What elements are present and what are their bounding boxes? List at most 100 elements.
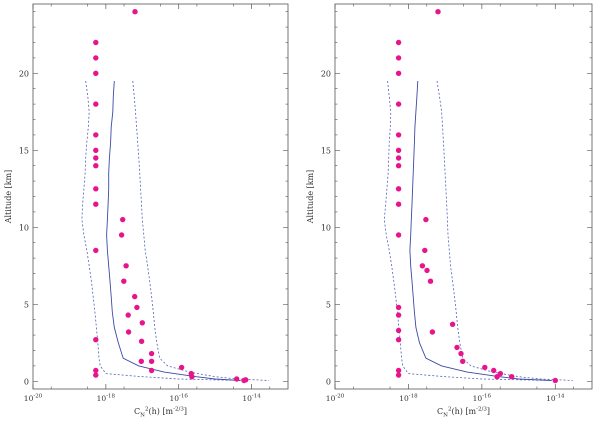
data-point <box>419 263 426 269</box>
series-upper <box>132 80 270 381</box>
data-point <box>148 350 155 357</box>
data-point <box>395 70 402 77</box>
data-point <box>118 232 125 238</box>
data-point <box>234 376 240 382</box>
data-point <box>241 377 247 384</box>
data-point <box>552 377 558 384</box>
data-point <box>424 267 430 274</box>
data-point <box>125 329 132 335</box>
data-point <box>148 358 155 364</box>
data-point <box>395 55 402 61</box>
data-point <box>395 201 402 207</box>
left-panel: 10-20 10-18 10-16 10-14 0 5 10 15 20 Altitude [km… <box>4 3 289 419</box>
data-point <box>482 364 488 371</box>
x-tick-label: 10-16 <box>473 394 492 404</box>
x-tick-label: 10-18 <box>97 394 116 404</box>
data-point <box>93 70 99 77</box>
data-point <box>497 370 504 377</box>
data-point <box>93 372 99 378</box>
y-tick-label: 0 <box>326 377 331 386</box>
data-point <box>395 39 402 46</box>
y-tick-label: 20 <box>19 69 29 78</box>
y-tick-label: 5 <box>24 300 29 309</box>
data-point <box>395 101 402 107</box>
x-tick-label: 10-16 <box>170 394 189 404</box>
data-point <box>395 367 402 374</box>
data-point <box>138 358 144 364</box>
data-point <box>423 216 429 223</box>
data-point <box>93 147 99 153</box>
data-point <box>509 374 515 380</box>
data-point <box>93 55 99 61</box>
x-axis-label: CN2(h) [m-2/3] <box>134 407 187 419</box>
series-lower <box>81 80 241 381</box>
data-point <box>93 155 99 161</box>
data-point <box>93 367 99 374</box>
data-point <box>134 304 140 311</box>
data-point <box>125 312 131 318</box>
data-point <box>93 101 99 107</box>
series-median <box>409 80 552 381</box>
data-point <box>422 247 428 254</box>
x-axis-label: CN2(h) [m-2/3] <box>437 407 490 419</box>
data-point <box>458 350 464 357</box>
data-point <box>93 186 99 192</box>
data-point <box>395 232 402 238</box>
data-point <box>395 312 402 318</box>
data-point <box>120 216 126 223</box>
plot-frame <box>32 3 289 390</box>
data-point <box>395 337 402 343</box>
data-point <box>93 247 99 254</box>
data-point <box>189 374 195 380</box>
x-tick-label: 10-14 <box>242 394 261 404</box>
data-point <box>429 329 436 335</box>
series-upper <box>436 80 573 381</box>
y-tick-label: 15 <box>321 146 331 155</box>
x-tick-label: 10-18 <box>399 394 418 404</box>
data-point <box>395 155 402 161</box>
data-point <box>93 337 99 343</box>
data-point <box>454 344 460 351</box>
data-point <box>93 201 99 207</box>
data-point <box>395 132 402 138</box>
data-point <box>395 186 402 192</box>
y-tick-label: 10 <box>321 223 331 232</box>
data-point <box>138 338 145 344</box>
right-panel: 10-20 10-18 10-16 10-14 0 5 10 15 20 Altitude [km… <box>306 3 593 419</box>
data-point <box>460 358 466 364</box>
data-point <box>139 320 145 326</box>
data-point <box>121 278 127 284</box>
data-point <box>395 163 402 169</box>
data-point <box>395 147 402 153</box>
data-point <box>93 39 99 46</box>
data-point <box>427 278 434 284</box>
data-point <box>178 364 185 371</box>
data-point <box>132 293 138 300</box>
y-tick-label: 10 <box>19 223 29 232</box>
x-tick-label: 10-20 <box>326 394 345 404</box>
data-point <box>395 372 402 378</box>
series-median <box>106 80 241 381</box>
data-point <box>395 327 402 334</box>
y-tick-label: 15 <box>19 146 29 155</box>
data-point <box>93 163 99 169</box>
y-tick-label: 0 <box>24 377 29 386</box>
x-tick-label: 10-20 <box>24 394 43 404</box>
data-point <box>148 367 155 374</box>
data-point <box>132 9 138 15</box>
plot-frame <box>334 3 593 390</box>
y-axis-label: Altitude [km] <box>306 170 315 225</box>
y-tick-label: 5 <box>326 300 331 309</box>
series-lower <box>383 80 552 381</box>
data-point <box>395 304 402 311</box>
data-point <box>491 367 497 374</box>
data-point <box>449 321 456 327</box>
data-point <box>435 9 441 15</box>
y-axis-label: Altitude [km] <box>4 170 13 225</box>
y-tick-label: 20 <box>321 69 331 78</box>
data-point <box>93 132 99 138</box>
x-tick-label: 10-14 <box>546 394 565 404</box>
data-point <box>123 263 129 269</box>
